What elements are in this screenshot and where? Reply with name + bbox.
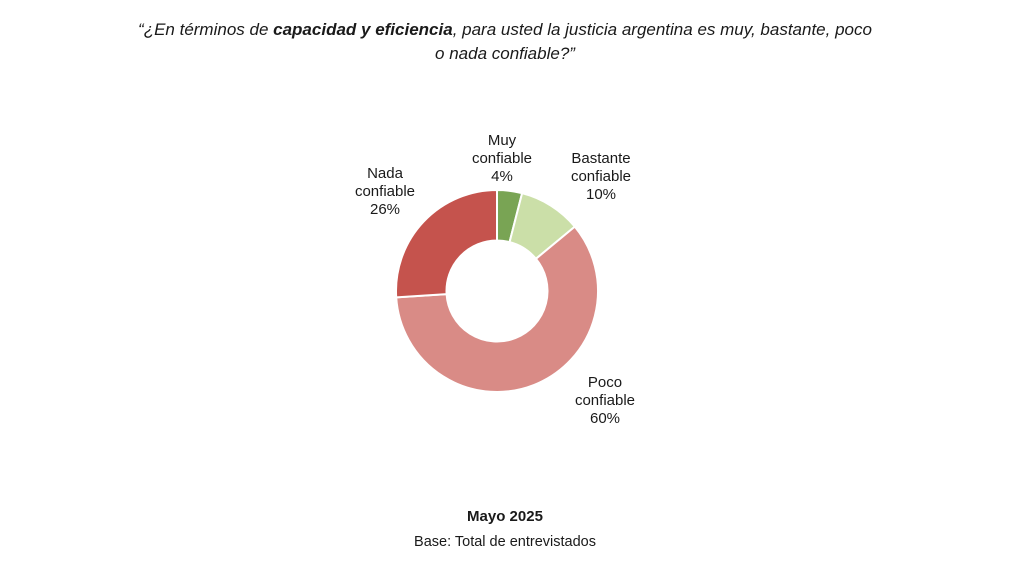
chart-title: “¿En términos de capacidad y eficiencia,… [0,18,1010,66]
footer-date: Mayo 2025 [467,508,543,525]
chart-title-suffix-line1: , para usted la justicia argentina es mu… [452,20,872,39]
slice-label-nada-confiable: Nada confiable 26% [354,165,416,218]
chart-title-suffix-line2: o nada confiable?” [435,44,575,63]
chart-title-prefix: “¿En términos de [138,20,274,39]
footer-base-note: Base: Total de entrevistados [414,534,596,550]
donut-slice-nada-confiable [395,189,498,299]
donut-slices [395,188,599,393]
donut-chart [395,188,599,393]
slice-label-poco-confiable: Poco confiable 60% [574,374,636,427]
chart-title-emphasis: capacidad y eficiencia [273,20,453,39]
donut-slice-poco-confiable [395,225,599,393]
slice-label-muy-confiable: Muy confiable 4% [471,132,533,185]
slice-label-bastante-confiable: Bastante confiable 10% [570,150,632,203]
